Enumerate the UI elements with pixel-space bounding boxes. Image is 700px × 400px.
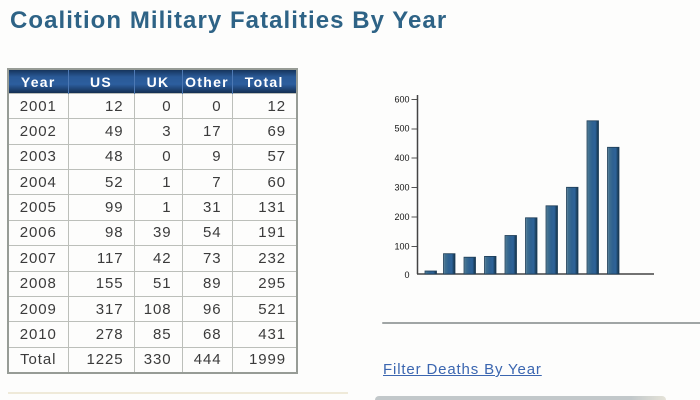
svg-text:100: 100 — [394, 241, 409, 251]
svg-text:300: 300 — [394, 183, 409, 193]
svg-text:0: 0 — [404, 270, 409, 280]
svg-text:200: 200 — [394, 212, 409, 222]
svg-text:400: 400 — [394, 153, 409, 163]
svg-text:500: 500 — [394, 124, 409, 134]
svg-text:600: 600 — [394, 94, 409, 104]
